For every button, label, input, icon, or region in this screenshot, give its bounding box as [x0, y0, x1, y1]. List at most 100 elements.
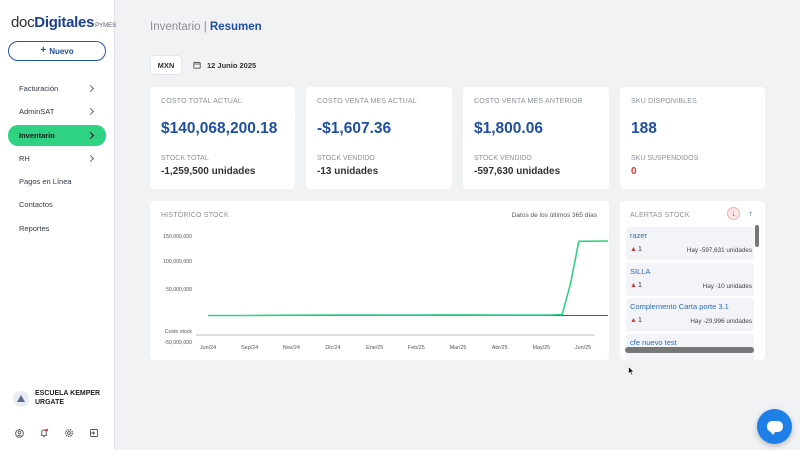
kpi-sub-label: SKU SUSPENDIDOS [631, 155, 699, 162]
page-title: Inventario | Resumen [150, 21, 262, 33]
kpi-value: $1,800.06 [474, 120, 543, 137]
x-tick-label: Mar/25 [450, 345, 467, 351]
x-tick-label: Nov/24 [283, 345, 300, 351]
kpi-card-costo-total: COSTO TOTAL ACTUAL $140,068,200.18 STOCK… [150, 87, 295, 189]
sidebar-item-label: RH [19, 153, 30, 163]
x-tick-label: Dic/24 [325, 345, 340, 351]
sidebar-item-label: Facturación [19, 84, 59, 93]
kpi-sub-value: -1,259,500 unidades [161, 166, 256, 177]
gear-icon[interactable] [64, 428, 74, 438]
alerts-scrollbar-vertical[interactable] [755, 225, 759, 247]
mouse-cursor-icon [628, 363, 635, 381]
sidebar-item-facturacion[interactable]: Facturación [8, 78, 106, 99]
logout-icon[interactable] [89, 428, 99, 438]
kpi-card-costo-venta-mes-anterior: COSTO VENTA MES ANTERIOR $1,800.06 STOCK… [463, 87, 609, 189]
alert-item[interactable]: cfe nuevo test [626, 333, 754, 360]
sidebar-item-pagos-en-linea[interactable]: Pagos en Línea [8, 171, 106, 192]
kpi-label: SKU DISPONIBLES [631, 98, 698, 105]
alerts-scrollbar-horizontal[interactable] [625, 347, 754, 353]
sidebar-item-inventario[interactable]: Inventario [8, 124, 106, 146]
y-tick-label: 100,000,000 [163, 259, 192, 265]
brand-logo[interactable]: doc Digitales PYMES [11, 14, 116, 31]
date-value: 12 Junio 2025 [207, 60, 257, 70]
series-line[interactable] [208, 240, 609, 317]
x-tick-label: Abr/25 [492, 345, 508, 351]
stock-history-chart[interactable]: 150,000,000 100,000,000 50,000,000 Costo st… [150, 201, 609, 360]
chevron-right-icon [86, 84, 95, 93]
user-icon[interactable] [14, 428, 24, 438]
sidebar-item-label: Contactos [19, 200, 53, 210]
chevron-right-icon [86, 154, 95, 162]
x-tick-label: Feb/25 [408, 345, 425, 351]
alert-stock-level: Hay -597,631 unidades [686, 247, 752, 254]
x-tick-label: May/25 [532, 345, 550, 351]
alert-stock-level: Hay -10 unidades [702, 282, 752, 290]
chart-range-note: Datos de los últimos 365 días [511, 212, 597, 219]
chat-bubble-icon [766, 421, 783, 435]
alert-count: 1 [638, 317, 642, 325]
breadcrumb-section[interactable]: Inventario [150, 21, 201, 33]
kpi-sub-value: 0 [631, 166, 637, 177]
sidebar-item-label: AdminSAT [19, 107, 55, 117]
kpi-value: $140,068,200.18 [161, 120, 278, 137]
kpi-label: COSTO TOTAL ACTUAL [161, 98, 243, 105]
kpi-card-costo-venta-mes-actual: COSTO VENTA MES ACTUAL -$1,607.36 STOCK … [306, 87, 452, 189]
date-picker[interactable]: 12 Junio 2025 [193, 55, 256, 75]
sidebar-item-label: Inventario [19, 130, 55, 140]
breadcrumb-current: Resumen [209, 21, 262, 33]
kpi-sub-label: STOCK VENDIDO [474, 155, 532, 162]
kpi-value: 188 [631, 120, 657, 137]
kpi-sub-value: -597,630 unidades [474, 166, 561, 177]
breadcrumb-separator: | [203, 21, 207, 33]
chevron-right-icon [86, 131, 95, 139]
history-chart-card: HISTÓRICO STOCK Datos de los últimos 365… [150, 201, 609, 360]
chat-support-button[interactable] [757, 409, 792, 444]
alert-stock-level: Hay -29,996 unidades [690, 318, 752, 326]
y-tick-label: -50,000,000 [164, 340, 192, 346]
alert-count: 1 [638, 246, 642, 253]
kpi-sub-label: STOCK TOTAL [161, 155, 209, 162]
kpi-sub-label: STOCK VENDIDO [317, 155, 375, 162]
kpi-sub-value: -13 unidades [317, 166, 379, 177]
sidebar-item-label: Reportes [19, 223, 50, 233]
bell-icon: ▲ [630, 246, 637, 253]
alert-item[interactable]: SILLA ▲ 1 Hay -10 unidades [626, 262, 754, 296]
bell-icon[interactable] [39, 428, 49, 438]
alert-product-name[interactable]: razer [630, 231, 648, 240]
sidebar-item-rh[interactable]: RH [8, 148, 106, 169]
x-tick-label: Ene/25 [366, 345, 383, 351]
kpi-label: COSTO VENTA MES ANTERIOR [474, 98, 583, 105]
currency-selector[interactable]: MXN [150, 55, 182, 75]
chevron-right-icon [86, 108, 95, 116]
chart-title: HISTÓRICO STOCK [161, 212, 229, 219]
bell-icon: ▲ [630, 317, 637, 325]
alerts-list: razer ▲ 1 Hay -597,631 unidades SILLA ▲ … [626, 227, 754, 360]
x-tick-label: Jun/24 [200, 345, 216, 351]
plus-icon: + [40, 45, 47, 56]
x-tick-label: Sep/24 [241, 345, 258, 351]
x-tick-label: Jun/25 [575, 345, 591, 351]
organization-switcher[interactable]: ESCUELA KEMPER URGATE [13, 390, 107, 407]
alert-product-name[interactable]: Complemento Carta porte 3.1 [630, 302, 729, 312]
bell-icon: ▲ [630, 281, 637, 289]
new-button[interactable]: + Nuevo [8, 41, 106, 61]
alert-product-name[interactable]: cfe nuevo test [630, 337, 677, 347]
alert-product-name[interactable]: SILLA [630, 266, 651, 276]
sort-ascending-icon[interactable]: ↑ [748, 209, 753, 218]
y-tick-label: Costo stock [165, 329, 193, 335]
logo-digitales: Digitales [34, 14, 95, 31]
sidebar-item-reportes[interactable]: Reportes [8, 218, 106, 239]
y-tick-label: 150,000,000 [163, 234, 192, 240]
alert-count: 1 [638, 281, 642, 289]
organization-logo [13, 390, 29, 407]
organization-name: ESCUELA KEMPER URGATE [35, 390, 101, 406]
sort-descending-icon[interactable]: ↓ [727, 207, 740, 220]
calendar-icon [193, 61, 201, 69]
sidebar-item-contactos[interactable]: Contactos [8, 194, 106, 215]
sort-controls: ↓ ↑ [727, 207, 757, 220]
alert-item[interactable]: Complemento Carta porte 3.1 ▲ 1 Hay -29,… [626, 298, 754, 332]
alerts-title: ALERTAS STOCK [630, 212, 690, 219]
alert-item[interactable]: razer ▲ 1 Hay -597,631 unidades [626, 227, 754, 260]
y-tick-label: 50,000,000 [166, 287, 192, 293]
sidebar-item-adminsat[interactable]: AdminSAT [8, 101, 106, 122]
